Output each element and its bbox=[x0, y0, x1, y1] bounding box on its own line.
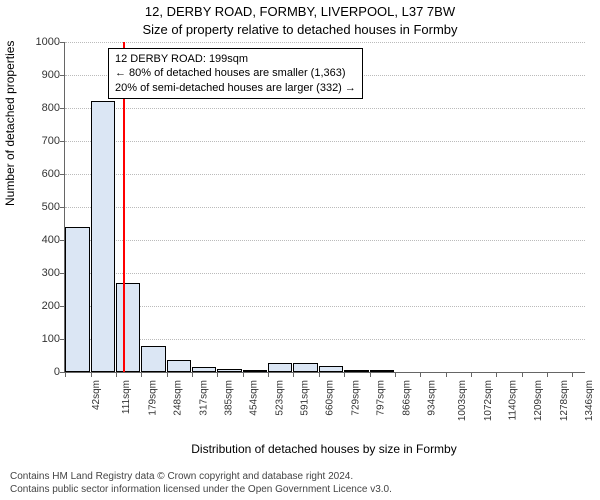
x-tick-label: 797sqm bbox=[376, 380, 387, 416]
y-tick-label: 100 bbox=[20, 333, 60, 345]
x-tick-mark bbox=[116, 372, 117, 377]
gridline bbox=[65, 207, 585, 208]
gridline bbox=[65, 42, 585, 43]
annotation-box: 12 DERBY ROAD: 199sqm ← 80% of detached … bbox=[108, 48, 363, 99]
y-axis-label: Number of detached properties bbox=[3, 41, 17, 206]
attribution-line-1: Contains HM Land Registry data © Crown c… bbox=[10, 470, 590, 483]
x-tick-label: 523sqm bbox=[274, 380, 285, 416]
x-tick-mark bbox=[395, 372, 396, 377]
chart-title-sub: Size of property relative to detached ho… bbox=[0, 22, 600, 37]
histogram-bar bbox=[167, 360, 191, 372]
x-tick-label: 729sqm bbox=[350, 380, 361, 416]
x-tick-mark bbox=[293, 372, 294, 377]
gridline bbox=[65, 174, 585, 175]
annotation-line-2: ← 80% of detached houses are smaller (1,… bbox=[115, 66, 356, 80]
x-tick-mark bbox=[344, 372, 345, 377]
histogram-bar bbox=[293, 363, 318, 372]
y-tick-label: 0 bbox=[20, 366, 60, 378]
x-tick-label: 42sqm bbox=[91, 380, 102, 410]
histogram-bar bbox=[370, 370, 394, 372]
x-tick-mark bbox=[446, 372, 447, 377]
x-tick-mark bbox=[370, 372, 371, 377]
x-tick-label: 866sqm bbox=[401, 380, 412, 416]
y-tick-label: 400 bbox=[20, 234, 60, 246]
gridline bbox=[65, 273, 585, 274]
x-tick-mark bbox=[420, 372, 421, 377]
x-tick-mark bbox=[496, 372, 497, 377]
x-tick-mark bbox=[65, 372, 66, 377]
x-tick-label: 1003sqm bbox=[457, 380, 468, 421]
x-tick-label: 934sqm bbox=[426, 380, 437, 416]
y-tick-label: 800 bbox=[20, 102, 60, 114]
histogram-bar bbox=[141, 346, 166, 372]
x-tick-label: 454sqm bbox=[249, 380, 260, 416]
x-tick-label: 111sqm bbox=[121, 380, 132, 414]
x-tick-label: 591sqm bbox=[299, 380, 310, 416]
attribution-text: Contains HM Land Registry data © Crown c… bbox=[10, 470, 590, 496]
gridline bbox=[65, 339, 585, 340]
histogram-bar bbox=[268, 363, 293, 372]
histogram-bar bbox=[344, 370, 369, 372]
x-tick-mark bbox=[217, 372, 218, 377]
gridline bbox=[65, 108, 585, 109]
histogram-bar bbox=[91, 101, 115, 372]
x-tick-label: 660sqm bbox=[325, 380, 336, 416]
x-tick-label: 1140sqm bbox=[507, 380, 518, 420]
y-tick-label: 1000 bbox=[20, 36, 60, 48]
y-tick-mark bbox=[60, 108, 65, 109]
x-tick-label: 248sqm bbox=[173, 380, 184, 416]
y-tick-label: 200 bbox=[20, 300, 60, 312]
annotation-line-1: 12 DERBY ROAD: 199sqm bbox=[115, 52, 356, 66]
y-tick-mark bbox=[60, 75, 65, 76]
chart-title-main: 12, DERBY ROAD, FORMBY, LIVERPOOL, L37 7… bbox=[0, 4, 600, 19]
y-tick-label: 600 bbox=[20, 168, 60, 180]
y-tick-mark bbox=[60, 207, 65, 208]
histogram-bar bbox=[243, 370, 267, 372]
y-tick-label: 700 bbox=[20, 135, 60, 147]
x-tick-mark bbox=[167, 372, 168, 377]
y-tick-mark bbox=[60, 141, 65, 142]
x-tick-label: 1072sqm bbox=[483, 380, 494, 421]
x-tick-mark bbox=[192, 372, 193, 377]
histogram-bar bbox=[319, 366, 343, 372]
x-tick-label: 1209sqm bbox=[533, 380, 544, 421]
chart-container: 12, DERBY ROAD, FORMBY, LIVERPOOL, L37 7… bbox=[0, 0, 600, 500]
x-tick-mark bbox=[91, 372, 92, 377]
gridline bbox=[65, 240, 585, 241]
x-tick-mark bbox=[471, 372, 472, 377]
y-tick-mark bbox=[60, 174, 65, 175]
histogram-bar bbox=[217, 369, 242, 372]
y-tick-label: 900 bbox=[20, 69, 60, 81]
x-tick-label: 317sqm bbox=[198, 380, 209, 416]
x-tick-mark bbox=[243, 372, 244, 377]
histogram-bar bbox=[65, 227, 90, 372]
histogram-bar bbox=[116, 283, 141, 372]
histogram-bar bbox=[192, 367, 217, 372]
x-tick-label: 1278sqm bbox=[559, 380, 570, 421]
gridline bbox=[65, 141, 585, 142]
x-tick-mark bbox=[141, 372, 142, 377]
x-axis-label: Distribution of detached houses by size … bbox=[64, 442, 584, 456]
attribution-line-2: Contains public sector information licen… bbox=[10, 483, 590, 496]
x-tick-mark bbox=[319, 372, 320, 377]
y-tick-mark bbox=[60, 42, 65, 43]
gridline bbox=[65, 306, 585, 307]
y-tick-label: 300 bbox=[20, 267, 60, 279]
x-tick-mark bbox=[547, 372, 548, 377]
x-tick-mark bbox=[522, 372, 523, 377]
x-tick-label: 1346sqm bbox=[584, 380, 595, 421]
x-tick-mark bbox=[572, 372, 573, 377]
y-tick-label: 500 bbox=[20, 201, 60, 213]
x-tick-mark bbox=[268, 372, 269, 377]
x-tick-label: 179sqm bbox=[147, 380, 158, 416]
x-tick-label: 385sqm bbox=[223, 380, 234, 416]
annotation-line-3: 20% of semi-detached houses are larger (… bbox=[115, 81, 356, 95]
